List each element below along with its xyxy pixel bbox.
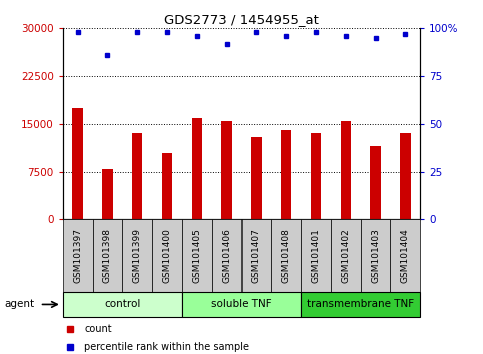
Bar [271, 219, 301, 292]
Text: soluble TNF: soluble TNF [211, 299, 272, 309]
Bar [122, 219, 152, 292]
Bar [341, 121, 351, 219]
Text: control: control [104, 299, 141, 309]
Bar [63, 219, 93, 292]
Text: count: count [84, 324, 112, 334]
Text: GSM101408: GSM101408 [282, 228, 291, 283]
Text: GSM101403: GSM101403 [371, 228, 380, 283]
Text: GSM101399: GSM101399 [133, 228, 142, 283]
Bar [192, 118, 202, 219]
Text: GSM101400: GSM101400 [163, 228, 171, 283]
Bar [301, 292, 420, 317]
Bar [370, 146, 381, 219]
Text: percentile rank within the sample: percentile rank within the sample [84, 342, 249, 352]
Text: GSM101405: GSM101405 [192, 228, 201, 283]
Bar [361, 219, 390, 292]
Bar [311, 133, 321, 219]
Bar [212, 219, 242, 292]
Bar [72, 108, 83, 219]
Bar [182, 219, 212, 292]
Bar [242, 219, 271, 292]
Bar [331, 219, 361, 292]
Bar [390, 219, 420, 292]
Text: GSM101398: GSM101398 [103, 228, 112, 283]
Text: agent: agent [5, 299, 35, 309]
Text: GSM101404: GSM101404 [401, 228, 410, 283]
Title: GDS2773 / 1454955_at: GDS2773 / 1454955_at [164, 13, 319, 26]
Bar [281, 130, 291, 219]
Text: GSM101407: GSM101407 [252, 228, 261, 283]
Bar [162, 153, 172, 219]
Text: transmembrane TNF: transmembrane TNF [307, 299, 414, 309]
Bar [152, 219, 182, 292]
Bar [102, 169, 113, 219]
Text: GSM101406: GSM101406 [222, 228, 231, 283]
Bar [93, 219, 122, 292]
Bar [132, 133, 142, 219]
Bar [301, 219, 331, 292]
Bar [63, 292, 182, 317]
Bar [400, 133, 411, 219]
Bar [221, 121, 232, 219]
Bar [251, 137, 262, 219]
Bar [182, 292, 301, 317]
Text: GSM101397: GSM101397 [73, 228, 82, 283]
Text: GSM101401: GSM101401 [312, 228, 320, 283]
Text: GSM101402: GSM101402 [341, 228, 350, 283]
